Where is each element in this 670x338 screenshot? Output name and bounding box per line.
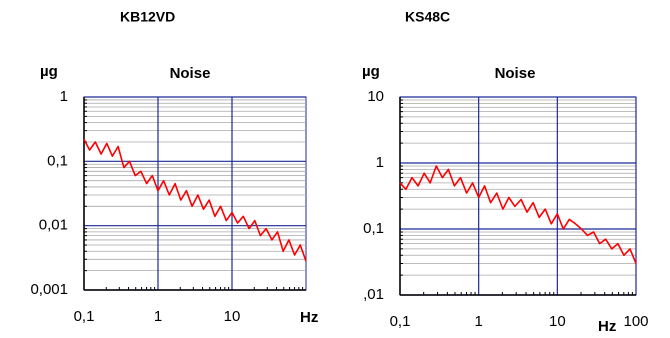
x-tick-label: 10	[224, 308, 241, 325]
x-axis-label: Hz	[300, 309, 318, 326]
y-tick-label: 0,001	[30, 281, 68, 298]
y-tick-label: 1	[60, 88, 68, 105]
noise-line	[399, 165, 637, 264]
y-tick-label: ,01	[363, 286, 384, 303]
x-axis-label: Hz	[598, 318, 616, 335]
y-tick-label: 1	[376, 154, 384, 171]
x-tick-label: 1	[474, 313, 482, 330]
noise-line	[83, 138, 307, 262]
y-axis-label: µg	[362, 63, 380, 80]
x-tick-label: 0,1	[390, 313, 411, 330]
y-tick-label: 10	[367, 88, 384, 105]
plot-area	[399, 96, 637, 296]
y-axis-label: µg	[40, 63, 58, 80]
chart-title: KB12VD	[120, 9, 175, 25]
chart-title: KS48C	[405, 9, 450, 25]
x-tick-label: 0,1	[74, 308, 95, 325]
plot-title: Noise	[170, 65, 211, 82]
plot-area	[83, 96, 307, 291]
x-tick-label: 1	[154, 308, 162, 325]
x-tick-label: 10	[549, 313, 566, 330]
y-tick-label: 0,1	[47, 152, 68, 169]
x-tick-label: 100	[623, 313, 648, 330]
y-tick-label: 0,1	[363, 220, 384, 237]
plot-title: Noise	[495, 65, 536, 82]
y-tick-label: 0,01	[39, 217, 68, 234]
